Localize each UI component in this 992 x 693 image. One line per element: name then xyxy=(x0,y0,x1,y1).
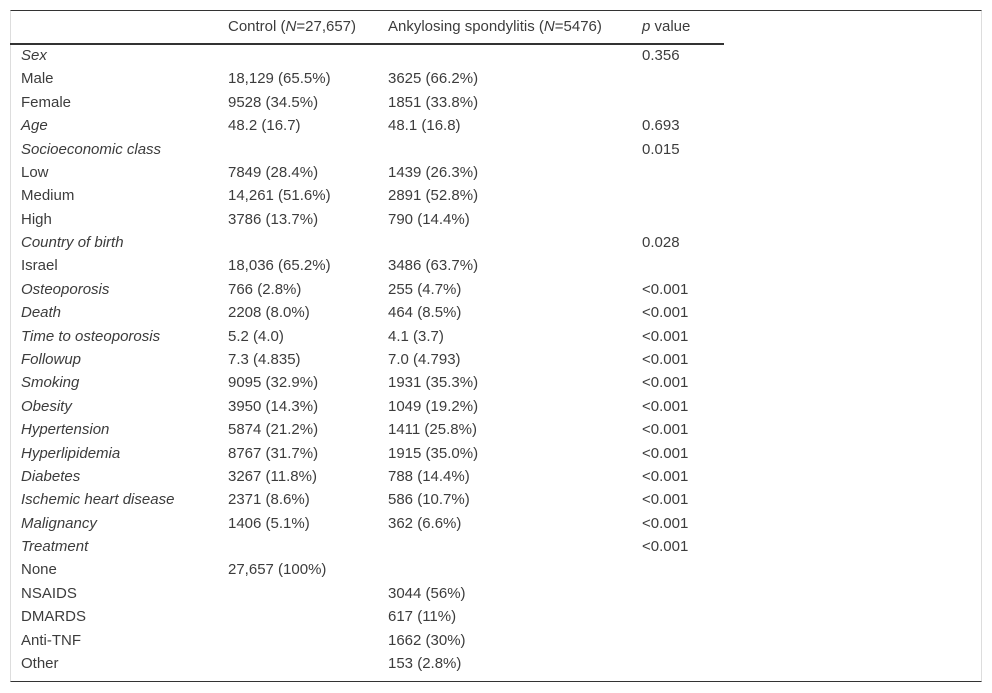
cell-value: 3267 (11.8%) xyxy=(228,467,317,485)
cell-value: 14,261 (51.6%) xyxy=(228,187,331,205)
cell-value: 27,657 (100%) xyxy=(228,561,327,579)
cell-value: <0.001 xyxy=(642,327,689,345)
row-label: Obesity xyxy=(21,397,72,415)
cell-value: <0.001 xyxy=(642,538,689,556)
cell-value: 0.015 xyxy=(642,140,680,158)
header-cell: p value xyxy=(642,18,690,36)
cell-value: 1439 (26.3%) xyxy=(388,163,479,181)
cell-value: 766 (2.8%) xyxy=(228,280,302,298)
header-text: Control ( xyxy=(228,18,286,35)
header-rule xyxy=(10,43,724,45)
row-label: Medium xyxy=(21,187,75,205)
cell-value: 7849 (28.4%) xyxy=(228,163,319,181)
cell-value: 2208 (8.0%) xyxy=(228,304,310,322)
row-label: Female xyxy=(21,93,72,111)
cell-value: 790 (14.4%) xyxy=(388,210,470,228)
cell-value: 464 (8.5%) xyxy=(388,304,462,322)
cell-value: 18,129 (65.5%) xyxy=(228,70,331,88)
row-label: Socioeconomic class xyxy=(21,140,162,158)
cell-value: 1662 (30%) xyxy=(388,631,466,649)
cell-value: 5.2 (4.0) xyxy=(228,327,284,345)
cell-value: 3044 (56%) xyxy=(388,584,466,602)
row-label: Time to osteoporosis xyxy=(21,327,161,345)
row-label: Followup xyxy=(21,351,82,368)
cell-value: <0.001 xyxy=(642,397,689,415)
row-label: Hypertension xyxy=(21,421,110,439)
cell-value: 1915 (35.0%) xyxy=(388,444,479,462)
cell-value: <0.001 xyxy=(642,374,689,392)
cell-value: 1406 (5.1%) xyxy=(228,514,310,532)
cell-value: 0.693 xyxy=(642,117,680,135)
cell-value: 0.356 xyxy=(642,47,680,64)
cell-value: 788 (14.4%) xyxy=(388,467,470,485)
cell-value: 586 (10.7%) xyxy=(388,491,470,509)
row-label: Treatment xyxy=(21,538,89,556)
cell-value: <0.001 xyxy=(642,351,689,368)
cell-value: 2891 (52.8%) xyxy=(388,187,479,205)
row-label: Smoking xyxy=(21,374,80,392)
row-label: NSAIDS xyxy=(21,584,77,602)
cell-value: <0.001 xyxy=(642,280,689,298)
cell-value: 3950 (14.3%) xyxy=(228,397,319,415)
cell-value: <0.001 xyxy=(642,421,689,439)
header-text: p xyxy=(642,18,651,35)
cell-value: 18,036 (65.2%) xyxy=(228,257,331,275)
header-cell: Control (N=27,657) xyxy=(228,18,356,36)
header-text: value xyxy=(650,18,691,35)
row-label: Male xyxy=(21,70,54,88)
cell-value: 1931 (35.3%) xyxy=(388,374,479,392)
header-text: =27,657) xyxy=(296,18,357,35)
header-text: Ankylosing spondylitis ( xyxy=(388,18,544,35)
cell-value: 0.028 xyxy=(642,234,680,252)
cell-value: 3625 (66.2%) xyxy=(388,70,479,88)
row-label: None xyxy=(21,561,57,579)
header-text: N xyxy=(285,18,297,35)
cell-value: 1411 (25.8%) xyxy=(388,421,477,439)
cell-value: <0.001 xyxy=(642,514,689,532)
row-label: Country of birth xyxy=(21,234,124,252)
cell-value: 48.2 (16.7) xyxy=(228,117,301,135)
row-label: Diabetes xyxy=(21,467,81,485)
row-label: Anti-TNF xyxy=(21,631,81,649)
header-text: =5476) xyxy=(554,18,602,35)
row-label: Israel xyxy=(21,257,58,275)
cell-value: 5874 (21.2%) xyxy=(228,421,319,439)
row-label: Death xyxy=(21,304,62,322)
header-cell: Ankylosing spondylitis (N=5476) xyxy=(388,18,602,36)
cell-value: <0.001 xyxy=(642,444,689,462)
row-label: Low xyxy=(21,163,49,181)
row-label: Osteoporosis xyxy=(21,280,110,298)
row-label: Hyperlipidemia xyxy=(21,444,121,462)
row-label: DMARDS xyxy=(21,608,87,626)
cell-value: <0.001 xyxy=(642,491,689,509)
cell-value: 3486 (63.7%) xyxy=(388,257,479,275)
cell-value: 1851 (33.8%) xyxy=(388,93,479,111)
header-text: N xyxy=(543,18,555,35)
cell-value: 255 (4.7%) xyxy=(388,280,462,298)
cell-value: 4.1 (3.7) xyxy=(388,327,444,345)
cell-value: <0.001 xyxy=(642,304,689,322)
table-frame xyxy=(10,10,982,682)
cell-value: 3786 (13.7%) xyxy=(228,210,319,228)
cell-value: 617 (11%) xyxy=(388,608,457,626)
row-label: Ischemic heart disease xyxy=(21,491,175,509)
cell-value: 9528 (34.5%) xyxy=(228,93,319,111)
cell-value: 362 (6.6%) xyxy=(388,514,462,532)
row-label: High xyxy=(21,210,52,228)
cell-value: 2371 (8.6%) xyxy=(228,491,310,509)
row-label: Age xyxy=(21,117,48,135)
row-label: Other xyxy=(21,655,59,672)
cell-value: 8767 (31.7%) xyxy=(228,444,319,462)
cell-value: 7.3 (4.835) xyxy=(228,351,301,368)
row-label: Malignancy xyxy=(21,514,97,532)
cell-value: 48.1 (16.8) xyxy=(388,117,461,135)
cell-value: 1049 (19.2%) xyxy=(388,397,479,415)
cell-value: <0.001 xyxy=(642,467,689,485)
cell-value: 7.0 (4.793) xyxy=(388,351,461,368)
cell-value: 153 (2.8%) xyxy=(388,655,462,672)
row-label: Sex xyxy=(21,47,47,64)
cell-value: 9095 (32.9%) xyxy=(228,374,319,392)
